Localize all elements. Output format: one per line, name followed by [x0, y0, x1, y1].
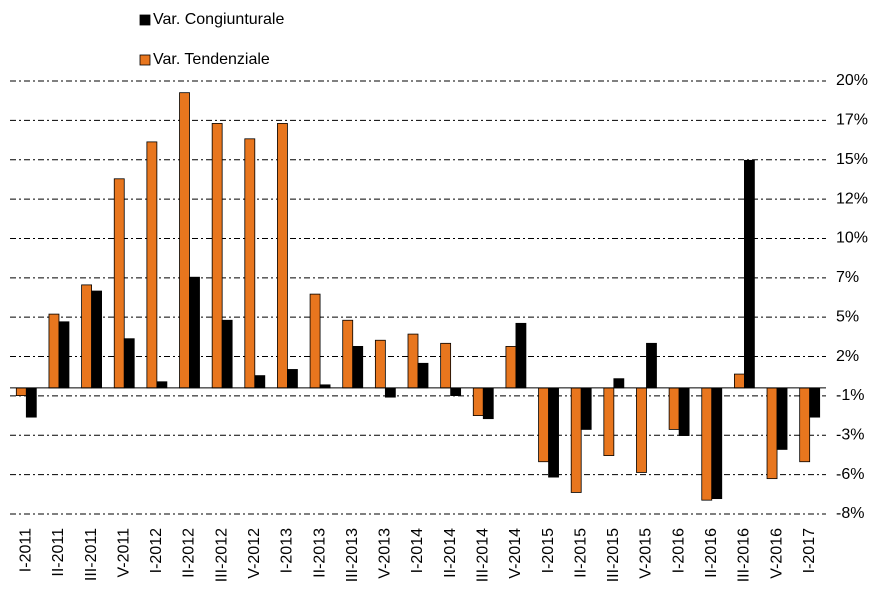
bar — [179, 92, 190, 389]
y-tick-label: -6% — [836, 466, 864, 483]
legend-swatch — [139, 14, 151, 26]
bar — [646, 342, 657, 389]
x-tick-label: III-2011 — [83, 528, 100, 581]
y-tick-label: 12% — [836, 190, 868, 207]
x-tick-label: I-2012 — [148, 528, 165, 573]
x-tick-label: V-2011 — [115, 528, 132, 578]
bar — [505, 345, 517, 389]
bar — [123, 338, 135, 389]
legend-label: Var. Tendenziale — [153, 51, 270, 68]
x-tick-label: V-2014 — [507, 528, 524, 579]
y-tick-label: -3% — [836, 426, 864, 443]
bar — [244, 138, 256, 389]
bar — [548, 387, 559, 478]
bar — [636, 387, 647, 473]
bar — [570, 387, 582, 493]
bar — [799, 387, 811, 463]
bar — [113, 178, 125, 389]
x-tick-label: V-2013 — [377, 528, 394, 579]
bar — [440, 342, 452, 389]
y-tick-label: 20% — [836, 72, 868, 89]
x-tick-label: II-2015 — [572, 528, 589, 578]
x-tick-label: III-2016 — [736, 528, 753, 582]
bar — [538, 387, 549, 463]
x-tick-label: III-2012 — [213, 528, 230, 582]
bar — [91, 290, 102, 389]
x-tick-label: I-2014 — [409, 528, 426, 573]
y-tick-label: 5% — [836, 308, 859, 325]
y-tick-label: 17% — [836, 112, 868, 129]
bar — [374, 339, 386, 389]
x-tick-label: I-2016 — [670, 528, 687, 573]
x-tick-label: I-2015 — [540, 528, 557, 573]
y-tick-label: 7% — [836, 269, 859, 286]
bar — [472, 387, 484, 416]
bar — [287, 369, 298, 389]
legend-swatch — [139, 54, 151, 66]
bar — [58, 321, 70, 389]
x-tick-label: I-2017 — [801, 528, 818, 573]
x-tick-label: II-2012 — [181, 528, 198, 578]
bar — [417, 362, 429, 389]
x-tick-label: III-2015 — [605, 528, 622, 582]
legend-label: Var. Congiunturale — [153, 11, 284, 28]
x-tick-label: II-2013 — [311, 528, 328, 578]
y-tick-label: -8% — [836, 505, 864, 522]
bar — [407, 333, 419, 389]
x-tick-label: II-2016 — [703, 528, 720, 578]
bar — [766, 387, 778, 480]
bar — [146, 141, 158, 389]
bar — [25, 387, 37, 418]
x-tick-label: I-2013 — [279, 528, 296, 573]
bar — [254, 375, 266, 389]
bar — [309, 293, 321, 389]
x-tick-label: V-2015 — [638, 528, 655, 579]
bar — [450, 387, 462, 397]
bar — [776, 387, 788, 450]
y-tick-label: 10% — [836, 230, 868, 247]
x-tick-label: III-2014 — [474, 528, 491, 582]
y-tick-label: -1% — [836, 387, 864, 404]
bar — [701, 387, 713, 501]
bar — [580, 387, 592, 430]
bar — [277, 123, 288, 389]
bar — [734, 373, 745, 389]
bar — [603, 387, 615, 456]
bar — [744, 159, 755, 389]
bar — [156, 381, 168, 389]
x-tick-label: V-2016 — [768, 528, 785, 579]
bar — [211, 123, 223, 389]
y-tick-label: 15% — [836, 151, 868, 168]
bar — [809, 387, 821, 418]
bar — [515, 322, 527, 389]
x-tick-label: III-2013 — [344, 528, 361, 582]
bar — [189, 276, 200, 389]
bar — [352, 345, 364, 389]
bar — [15, 387, 27, 397]
x-tick-label: II-2014 — [442, 528, 459, 578]
bar — [384, 387, 396, 398]
bar — [613, 378, 625, 389]
bar — [48, 313, 60, 389]
bar — [678, 387, 690, 436]
bar — [81, 284, 92, 389]
x-tick-label: I-2011 — [18, 528, 35, 572]
x-tick-label: II-2011 — [50, 528, 67, 577]
bar — [342, 319, 354, 389]
bar — [668, 387, 680, 430]
x-tick-label: V-2012 — [246, 528, 263, 579]
y-tick-label: 2% — [836, 348, 859, 365]
bar — [221, 319, 233, 389]
bar — [482, 387, 494, 420]
bar — [711, 387, 723, 500]
